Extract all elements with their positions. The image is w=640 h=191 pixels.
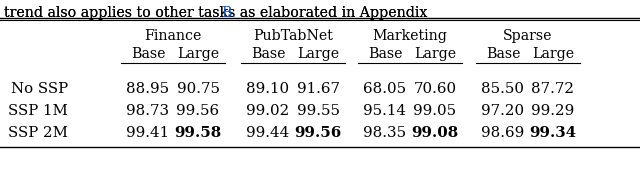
Text: 99.44: 99.44	[246, 126, 290, 140]
Text: 89.10: 89.10	[246, 82, 289, 96]
Text: 97.20: 97.20	[481, 104, 525, 118]
Text: 99.56: 99.56	[294, 126, 342, 140]
Text: 87.72: 87.72	[531, 82, 575, 96]
Text: 91.67: 91.67	[296, 82, 339, 96]
Text: Marketing: Marketing	[372, 29, 447, 43]
Text: Finance: Finance	[144, 29, 202, 43]
Text: Large: Large	[177, 47, 219, 61]
Text: 99.55: 99.55	[296, 104, 339, 118]
Text: PubTabNet: PubTabNet	[253, 29, 333, 43]
Text: Large: Large	[532, 47, 574, 61]
Text: 88.95: 88.95	[127, 82, 170, 96]
Text: 68.05: 68.05	[364, 82, 406, 96]
Text: 99.08: 99.08	[412, 126, 459, 140]
Text: 99.58: 99.58	[175, 126, 221, 140]
Text: Sparse: Sparse	[503, 29, 553, 43]
Text: B.: B.	[221, 6, 236, 20]
Text: Base: Base	[251, 47, 285, 61]
Text: 99.34: 99.34	[529, 126, 577, 140]
Text: 99.05: 99.05	[413, 104, 456, 118]
Text: Large: Large	[297, 47, 339, 61]
Text: Base: Base	[131, 47, 165, 61]
Text: No SSP: No SSP	[11, 82, 68, 96]
Text: trend also applies to other tasks as elaborated in Appendix: trend also applies to other tasks as ela…	[4, 6, 432, 20]
Text: 85.50: 85.50	[481, 82, 525, 96]
Text: Base: Base	[486, 47, 520, 61]
Text: 95.14: 95.14	[364, 104, 406, 118]
Text: Large: Large	[414, 47, 456, 61]
Text: 98.69: 98.69	[481, 126, 525, 140]
Text: 99.02: 99.02	[246, 104, 290, 118]
Text: SSP 1M: SSP 1M	[8, 104, 68, 118]
Text: 99.41: 99.41	[127, 126, 170, 140]
Text: 99.56: 99.56	[177, 104, 220, 118]
Text: trend also applies to other tasks as elaborated in Appendix: trend also applies to other tasks as ela…	[4, 6, 432, 20]
Text: 98.35: 98.35	[364, 126, 406, 140]
Text: Base: Base	[368, 47, 403, 61]
Text: SSP 2M: SSP 2M	[8, 126, 68, 140]
Text: 99.29: 99.29	[531, 104, 575, 118]
Text: 90.75: 90.75	[177, 82, 220, 96]
Text: 70.60: 70.60	[413, 82, 456, 96]
Text: 98.73: 98.73	[127, 104, 170, 118]
